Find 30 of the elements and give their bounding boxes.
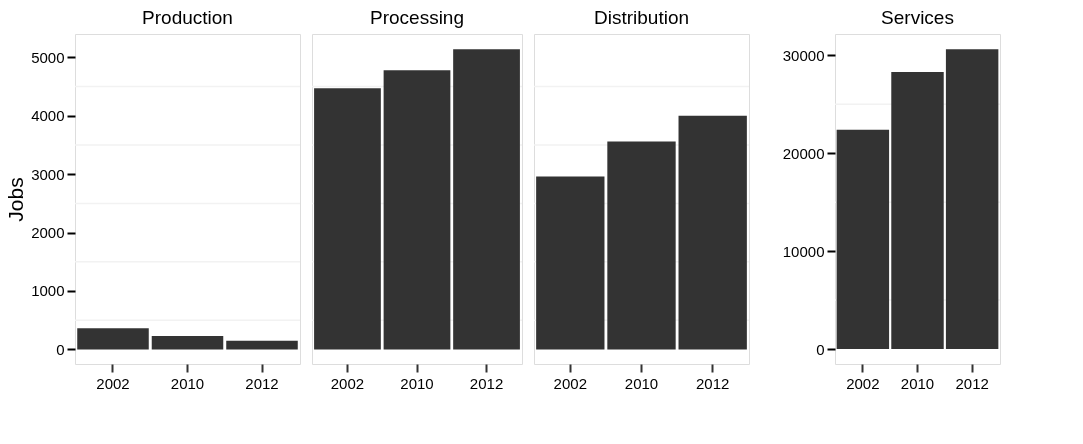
x-tick-label: 2010 — [400, 374, 434, 392]
x-tick-label: 2010 — [170, 374, 205, 392]
y-tick-label: 10000 — [782, 242, 825, 260]
y-axis-title: Jobs — [4, 177, 28, 222]
x-tick-label: 2002 — [846, 374, 880, 392]
chart-title: Services — [881, 7, 954, 28]
x-tick-label: 2012 — [955, 374, 989, 392]
x-tick-label: 2002 — [96, 374, 130, 392]
x-tick-label: 2010 — [624, 374, 659, 392]
y-tick-label: 4000 — [31, 107, 65, 125]
y-tick-label: 1000 — [31, 282, 65, 300]
y-tick-label: 0 — [816, 340, 825, 358]
bar — [891, 71, 944, 350]
bar — [945, 49, 999, 350]
y-tick-label: 3000 — [31, 165, 65, 183]
x-tick-label: 2012 — [469, 374, 504, 392]
bar — [836, 129, 890, 350]
y-tick-label: 0 — [56, 340, 65, 358]
chart-title: Processing — [370, 7, 464, 28]
chart-title: Distribution — [593, 7, 690, 28]
chart-title: Production — [142, 7, 233, 28]
y-tick-label: 5000 — [31, 48, 65, 66]
x-tick-label: 2010 — [900, 374, 935, 392]
y-tick-label: 30000 — [782, 46, 825, 64]
x-tick-label: 2002 — [553, 374, 587, 392]
x-tick-label: 2012 — [245, 374, 279, 392]
x-tick-label: 2002 — [330, 374, 365, 392]
y-tick-label: 2000 — [31, 224, 65, 242]
y-tick-label: 20000 — [782, 144, 825, 162]
x-tick-label: 2012 — [696, 374, 730, 392]
